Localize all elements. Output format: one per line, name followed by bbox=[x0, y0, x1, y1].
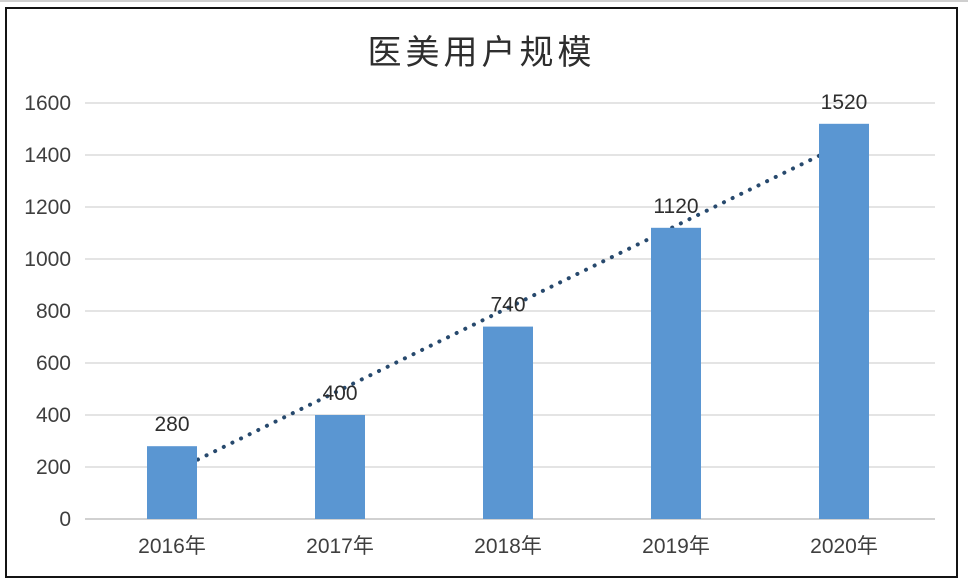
x-axis-label: 2020年 bbox=[810, 535, 878, 558]
bar bbox=[483, 326, 533, 519]
top-edge-divider bbox=[0, 0, 968, 2]
bar-value-label: 400 bbox=[322, 382, 357, 405]
chart-title: 医美用户规模 bbox=[367, 35, 596, 72]
y-axis-tick-label: 600 bbox=[36, 352, 71, 375]
bar bbox=[819, 123, 869, 520]
bar bbox=[315, 415, 365, 519]
y-axis-tick-label: 1400 bbox=[24, 144, 71, 167]
bar-value-label: 740 bbox=[490, 294, 525, 317]
x-axis-label: 2019年 bbox=[642, 535, 710, 558]
y-axis-tick-label: 400 bbox=[36, 404, 71, 427]
y-axis-tick-label: 200 bbox=[36, 456, 71, 479]
bar bbox=[147, 446, 197, 519]
bar-value-label: 1120 bbox=[653, 195, 698, 218]
trendline bbox=[170, 141, 846, 475]
y-axis-tick-label: 800 bbox=[36, 300, 71, 323]
x-axis-label: 2017年 bbox=[306, 535, 374, 558]
x-axis-label: 2018年 bbox=[474, 535, 542, 558]
x-axis-label: 2016年 bbox=[138, 535, 206, 558]
bar bbox=[651, 227, 701, 520]
y-axis-tick-label: 1600 bbox=[24, 92, 71, 115]
y-axis-tick-label: 1200 bbox=[24, 196, 71, 219]
bar-value-label: 280 bbox=[154, 413, 189, 436]
bar-value-label: 1520 bbox=[821, 91, 868, 114]
y-axis-tick-label: 1000 bbox=[24, 248, 71, 271]
y-axis-tick-label: 0 bbox=[59, 508, 71, 531]
